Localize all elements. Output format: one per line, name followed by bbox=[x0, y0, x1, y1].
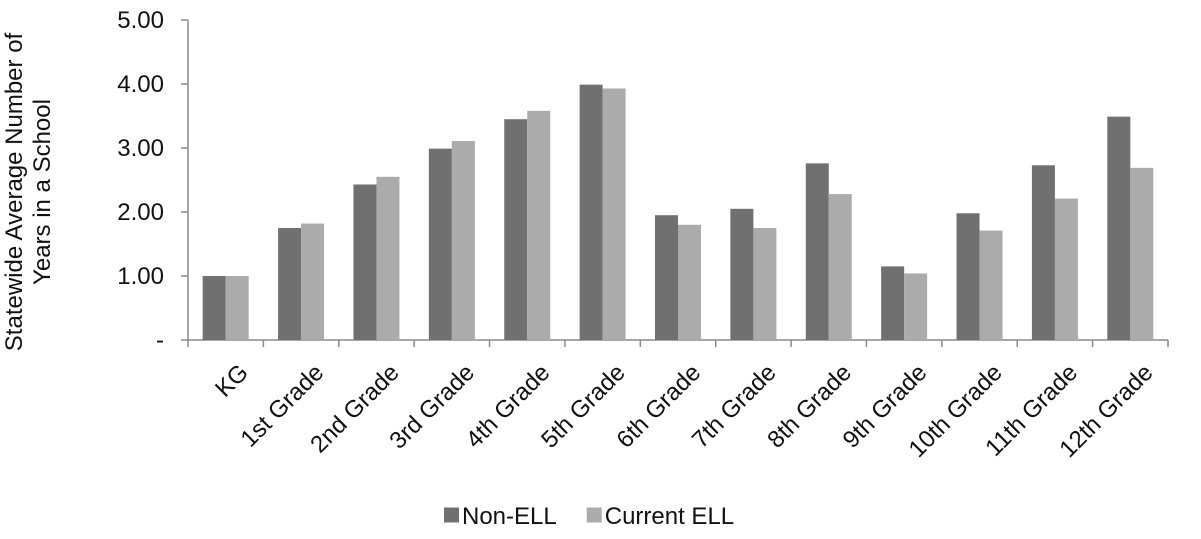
y-axis-label-line: Statewide Average Number of bbox=[1, 32, 28, 351]
bar-non-ell bbox=[1107, 116, 1131, 340]
y-tick-label: - bbox=[156, 327, 164, 354]
y-tick-label: 5.00 bbox=[117, 7, 164, 34]
y-tick-label: 2.00 bbox=[117, 199, 164, 226]
y-axis-title: Statewide Average Number ofYears in a Sc… bbox=[1, 32, 56, 351]
bar-current-ell bbox=[301, 223, 325, 340]
legend-label: Current ELL bbox=[605, 503, 734, 530]
bar-current-ell bbox=[451, 140, 475, 340]
legend-label: Non-ELL bbox=[462, 503, 557, 530]
legend-swatch bbox=[444, 507, 459, 523]
y-tick-label: 4.00 bbox=[117, 71, 164, 98]
bar-non-ell bbox=[202, 276, 226, 340]
y-axis: - 1.00 2.00 3.00 4.00 5.00 bbox=[117, 7, 189, 354]
bar-non-ell bbox=[278, 228, 302, 340]
bar-current-ell bbox=[1130, 167, 1154, 340]
bar-current-ell bbox=[602, 88, 626, 340]
bar-current-ell bbox=[376, 176, 400, 340]
bar-current-ell bbox=[828, 194, 852, 340]
bar-non-ell bbox=[428, 148, 452, 340]
bars bbox=[202, 84, 1154, 340]
y-axis-label-line: Years in a School bbox=[29, 99, 56, 285]
bar-non-ell bbox=[353, 184, 377, 340]
bar-current-ell bbox=[527, 110, 551, 340]
bar-current-ell bbox=[753, 228, 777, 340]
bar-non-ell bbox=[655, 215, 678, 340]
y-tick-label: 1.00 bbox=[117, 263, 164, 290]
bar-non-ell bbox=[579, 84, 603, 340]
bar-non-ell bbox=[956, 213, 980, 340]
bar-current-ell bbox=[225, 276, 249, 340]
bar-current-ell bbox=[904, 273, 928, 340]
y-axis-label: Statewide Average Number ofYears in a Sc… bbox=[1, 32, 56, 351]
bar-current-ell bbox=[1054, 198, 1078, 340]
legend-swatch bbox=[586, 507, 602, 523]
bar-non-ell bbox=[805, 163, 829, 340]
bar-non-ell bbox=[881, 266, 905, 340]
bar-non-ell bbox=[730, 208, 754, 340]
x-tick-label: KG bbox=[210, 359, 254, 403]
bar-non-ell bbox=[1031, 165, 1055, 340]
legend: Non-ELL Current ELL bbox=[444, 503, 734, 530]
y-tick-label: 3.00 bbox=[117, 135, 164, 162]
bar-current-ell bbox=[678, 224, 701, 340]
bar-current-ell bbox=[979, 230, 1003, 340]
bar-non-ell bbox=[504, 119, 528, 340]
